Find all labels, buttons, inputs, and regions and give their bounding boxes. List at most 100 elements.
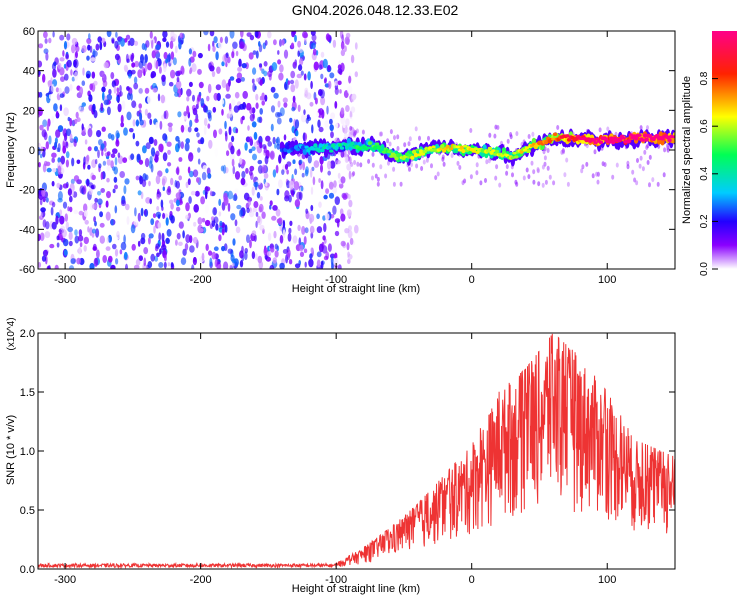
noise-speckle bbox=[76, 117, 81, 123]
noise-speckle bbox=[61, 229, 67, 238]
noise-speckle bbox=[229, 31, 235, 39]
noise-speckle bbox=[91, 71, 96, 79]
noise-speckle bbox=[103, 99, 110, 106]
ridge-haze bbox=[475, 170, 479, 176]
noise-speckle bbox=[213, 246, 219, 251]
noise-speckle bbox=[252, 153, 257, 161]
noise-speckle bbox=[163, 261, 167, 269]
noise-speckle bbox=[45, 197, 49, 203]
noise-speckle bbox=[110, 153, 116, 158]
noise-speckle bbox=[121, 100, 126, 110]
noise-speckle bbox=[158, 262, 164, 268]
noise-speckle bbox=[241, 115, 245, 121]
noise-speckle bbox=[162, 186, 165, 191]
noise-speckle bbox=[191, 63, 197, 73]
noise-speckle bbox=[69, 206, 73, 213]
ridge-haze bbox=[522, 175, 526, 181]
noise-speckle bbox=[175, 239, 178, 246]
noise-speckle bbox=[304, 261, 307, 268]
ridge-cell bbox=[463, 144, 468, 148]
ridge-cell bbox=[551, 137, 556, 141]
noise-speckle bbox=[57, 157, 61, 164]
ridge-cell bbox=[471, 149, 477, 153]
noise-speckle bbox=[57, 62, 62, 70]
noise-speckle bbox=[248, 52, 254, 60]
noise-speckle bbox=[293, 181, 300, 191]
ridge-haze bbox=[488, 132, 492, 138]
noise-speckle bbox=[267, 70, 273, 78]
ridge-cell bbox=[445, 144, 450, 149]
noise-speckle bbox=[158, 143, 164, 153]
noise-speckle bbox=[155, 211, 162, 218]
noise-speckle bbox=[115, 95, 119, 102]
noise-speckle bbox=[102, 80, 108, 88]
noise-speckle bbox=[334, 257, 339, 267]
noise-speckle bbox=[180, 141, 184, 150]
noise-speckle bbox=[277, 59, 282, 65]
noise-speckle bbox=[167, 186, 171, 193]
ridge-cell bbox=[492, 152, 498, 156]
noise-speckle bbox=[245, 167, 249, 174]
noise-speckle bbox=[83, 203, 88, 212]
ridge-haze bbox=[585, 161, 589, 167]
noise-speckle bbox=[298, 191, 303, 201]
noise-speckle bbox=[165, 58, 169, 64]
noise-speckle bbox=[52, 168, 57, 173]
noise-speckle bbox=[170, 177, 174, 186]
noise-speckle bbox=[163, 110, 167, 119]
noise-speckle bbox=[277, 100, 281, 108]
colorbar-ticks: 0.0 0.2 0.4 0.6 0.8 bbox=[699, 71, 718, 276]
ridge-haze bbox=[393, 135, 396, 141]
noise-speckle bbox=[235, 78, 242, 84]
noise-speckle bbox=[159, 248, 162, 255]
noise-speckle bbox=[227, 202, 231, 212]
noise-speckle bbox=[83, 245, 87, 252]
noise-speckle bbox=[306, 114, 310, 119]
noise-speckle bbox=[234, 171, 241, 180]
noise-speckle bbox=[234, 91, 240, 99]
noise-speckle bbox=[81, 80, 86, 86]
noise-speckle bbox=[316, 213, 320, 220]
ridge-haze bbox=[648, 154, 652, 160]
noise-speckle bbox=[78, 246, 82, 255]
noise-speckle bbox=[97, 191, 102, 196]
noise-speckle bbox=[267, 31, 272, 39]
noise-speckle bbox=[249, 113, 255, 122]
noise-speckle bbox=[209, 65, 215, 72]
noise-speckle bbox=[87, 44, 91, 51]
noise-speckle bbox=[204, 53, 210, 62]
ridge-cell bbox=[565, 134, 570, 138]
noise-speckle bbox=[252, 83, 256, 93]
ridge-cell bbox=[387, 150, 392, 154]
noise-speckle bbox=[176, 232, 181, 240]
ridge-cell bbox=[485, 149, 491, 153]
noise-speckle bbox=[206, 109, 212, 116]
noise-speckle bbox=[126, 86, 130, 91]
noise-speckle bbox=[165, 217, 169, 226]
noise-speckle bbox=[229, 76, 235, 81]
noise-speckle bbox=[255, 50, 259, 59]
noise-speckle bbox=[186, 96, 190, 102]
noise-speckle bbox=[206, 95, 210, 102]
noise-speckle bbox=[175, 192, 181, 200]
noise-speckle bbox=[188, 196, 192, 204]
noise-speckle bbox=[52, 31, 55, 38]
noise-speckle bbox=[301, 225, 306, 235]
ridge-haze bbox=[408, 136, 412, 142]
noise-speckle bbox=[87, 226, 90, 233]
ridge-haze bbox=[388, 141, 392, 147]
noise-speckle bbox=[138, 86, 144, 96]
noise-speckle bbox=[267, 141, 273, 147]
noise-speckle bbox=[129, 128, 134, 133]
ridge-cell bbox=[607, 140, 612, 144]
noise-speckle bbox=[56, 235, 60, 241]
ridge-cell bbox=[598, 140, 604, 145]
noise-speckle bbox=[337, 264, 342, 269]
noise-speckle bbox=[112, 243, 117, 250]
noise-speckle bbox=[316, 259, 321, 268]
noise-speckle bbox=[119, 171, 125, 178]
noise-speckle bbox=[339, 89, 342, 94]
ridge-haze bbox=[663, 147, 667, 153]
noise-speckle bbox=[225, 52, 229, 59]
noise-speckle bbox=[290, 84, 296, 93]
